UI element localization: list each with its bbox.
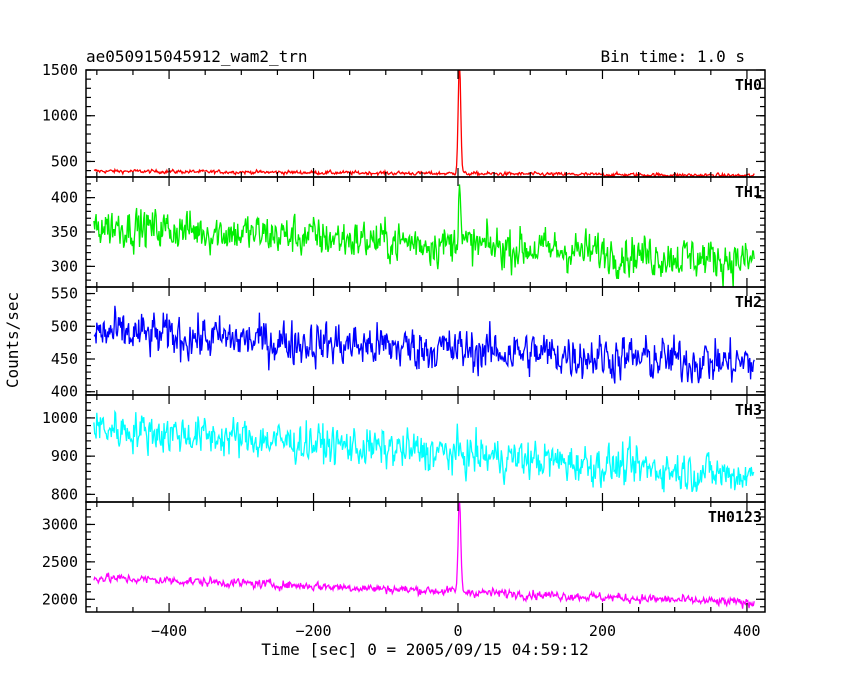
x-tick-label: 200 — [589, 622, 616, 640]
x-tick-label: 0 — [453, 622, 462, 640]
y-tick-label: 400 — [51, 189, 78, 207]
panel-label-th0123: TH0123 — [708, 508, 762, 526]
panel-th0: 500 1000 1500 TH0 — [42, 61, 766, 178]
y-tick-label: 500 — [51, 152, 78, 170]
y-tick-label: 1000 — [42, 107, 78, 125]
y-tick-label: 2500 — [42, 553, 78, 571]
x-tick-label: −200 — [295, 622, 331, 640]
y-tick-label: 1000 — [42, 409, 78, 427]
y-tick-label: 900 — [51, 447, 78, 465]
panel-frame — [85, 69, 766, 178]
series-line-th3 — [93, 409, 755, 493]
y-tick-label: 400 — [51, 383, 78, 401]
panel-label-th1: TH1 — [735, 183, 762, 201]
y-tick-label: 350 — [51, 223, 78, 241]
panel-label-th3: TH3 — [735, 401, 762, 419]
x-tick-label: 400 — [733, 622, 760, 640]
y-tick-label: 450 — [51, 350, 78, 368]
bin-time-label: Bin time: 1.0 s — [601, 47, 746, 66]
panel-th0123: 2000 2500 3000 TH0123 −400 −200 0 200 400 — [42, 501, 766, 640]
series-line-th1 — [93, 184, 755, 287]
series-line-th0 — [93, 70, 755, 177]
y-tick-label: 500 — [51, 317, 78, 335]
panel-th2: 400 450 500 550 TH2 — [51, 285, 766, 401]
panel-label-th0: TH0 — [735, 76, 762, 94]
panels-group: 500 1000 1500 TH0 300 350 400 TH1 400 450 500 550 TH… — [42, 61, 766, 640]
y-tick-label: 300 — [51, 257, 78, 275]
panel-th3: 800 900 1000 TH3 — [42, 394, 766, 503]
x-tick-label: −400 — [151, 622, 187, 640]
x-axis-label: Time [sec] 0 = 2005/09/15 04:59:12 — [261, 640, 589, 659]
y-tick-label: 2000 — [42, 590, 78, 608]
panel-frame — [85, 501, 766, 613]
series-line-th2 — [93, 305, 755, 384]
chart-title: ae050915045912_wam2_trn — [86, 47, 308, 66]
y-tick-label: 800 — [51, 485, 78, 503]
y-tick-label: 3000 — [42, 515, 78, 533]
series-line-th0123 — [93, 502, 755, 609]
y-tick-label: 1500 — [42, 61, 78, 79]
y-axis-label: Counts/sec — [3, 292, 22, 388]
panel-th1: 300 350 400 TH1 — [51, 176, 766, 288]
y-tick-label: 550 — [51, 285, 78, 303]
panel-label-th2: TH2 — [735, 293, 762, 311]
